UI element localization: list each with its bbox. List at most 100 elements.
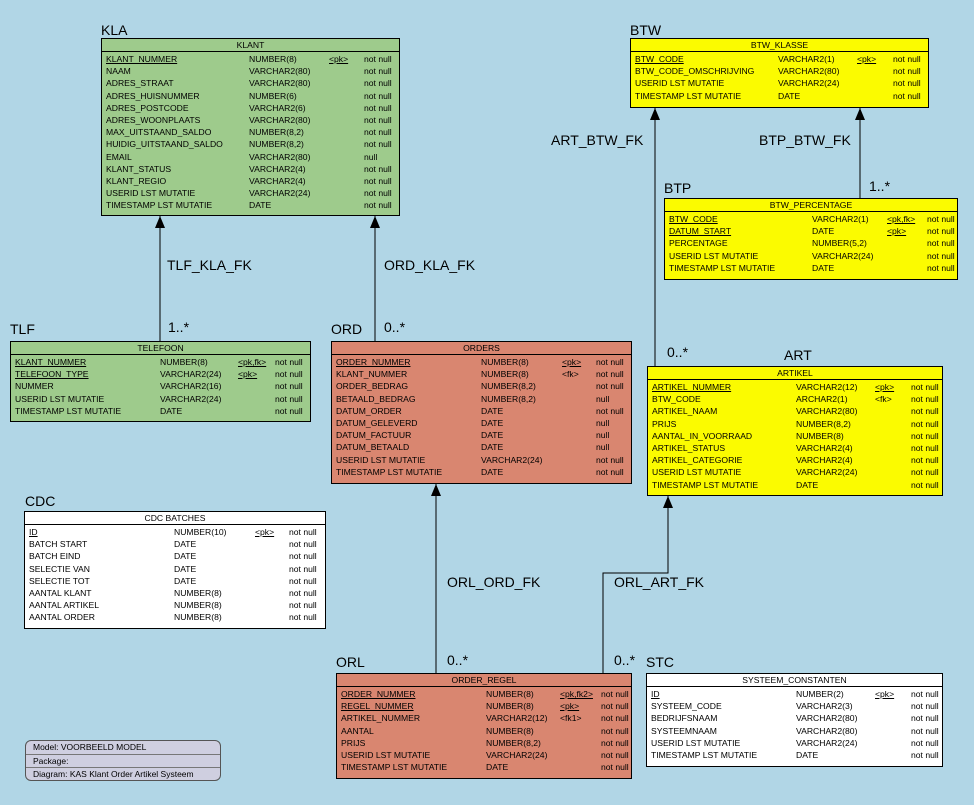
btw-table-header: BTW_KLASSE bbox=[631, 39, 928, 52]
cdc-entity-table[interactable]: CDC BATCHES ID NUMBER(10) <pk> not null BATC… bbox=[24, 511, 326, 629]
attribute-type: DATE bbox=[812, 262, 835, 273]
attribute-row: TELEFOON_TYPE VARCHAR2(24) <pk> not null bbox=[13, 368, 310, 380]
attribute-nullability: null bbox=[364, 151, 378, 162]
ord-entity-table[interactable]: ORDERS ORDER_NUMMER NUMBER(8) <pk> not null… bbox=[331, 341, 632, 484]
attribute-type: VARCHAR2(24) bbox=[481, 454, 543, 465]
btw-entity-table[interactable]: BTW_KLASSE BTW_CODE VARCHAR2(1) <pk> not nu… bbox=[630, 38, 929, 108]
attribute-type: ARCHAR2(1) bbox=[796, 394, 848, 405]
attribute-row: KLANT_NUMMER NUMBER(8) <pk> not null bbox=[104, 53, 399, 65]
attribute-row: ID NUMBER(10) <pk> not null bbox=[27, 526, 325, 538]
attribute-name: BATCH START bbox=[29, 539, 88, 550]
attribute-name: USERID LST MUTATIE bbox=[669, 250, 759, 261]
orl-entity-table[interactable]: ORDER_REGEL ORDER_NUMMER NUMBER(8) <pk,fk2… bbox=[336, 673, 632, 779]
attribute-name: SYSTEEM_CODE bbox=[651, 701, 722, 712]
attribute-name: BTW_CODE bbox=[635, 54, 684, 64]
attribute-type: NUMBER(8,2) bbox=[481, 393, 536, 404]
attribute-name: USERID LST MUTATIE bbox=[652, 467, 742, 478]
attribute-row: ORDER_BEDRAG NUMBER(8,2) not null bbox=[334, 380, 631, 392]
kla-entity-table[interactable]: KLANT KLANT_NUMMER NUMBER(8) <pk> not null N… bbox=[101, 38, 400, 216]
attribute-name: KLANT_NUMMER bbox=[15, 357, 87, 367]
attribute-name: DATUM_ORDER bbox=[336, 405, 402, 416]
kla-entity-code: KLA bbox=[101, 22, 128, 38]
attribute-name: BATCH EIND bbox=[29, 551, 81, 562]
attribute-type: DATE bbox=[481, 405, 504, 416]
attribute-row: PRIJS NUMBER(8,2) not null bbox=[650, 418, 942, 430]
tlf-entity-table[interactable]: TELEFOON KLANT_NUMMER NUMBER(8) <pk,fk> not… bbox=[10, 341, 311, 422]
art-entity-table[interactable]: ARTIKEL ARTIKEL_NUMMER VARCHAR2(12) <pk> no… bbox=[647, 366, 943, 496]
attribute-name: TIMESTAMP LST MUTATIE bbox=[341, 762, 448, 773]
attribute-type: VARCHAR2(24) bbox=[160, 369, 222, 380]
attribute-nullability: not null bbox=[911, 749, 939, 760]
attribute-nullability: not null bbox=[289, 539, 317, 550]
attribute-name: USERID LST MUTATIE bbox=[15, 393, 105, 404]
attribute-row: PERCENTAGE NUMBER(5,2) not null bbox=[667, 237, 957, 249]
orl-ord-multiplicity: 0..* bbox=[447, 652, 469, 668]
attribute-nullability: not null bbox=[596, 454, 624, 465]
attribute-type: VARCHAR2(24) bbox=[778, 78, 840, 89]
attribute-key: <fk> bbox=[875, 394, 892, 405]
attribute-row: AANTAL NUMBER(8) not null bbox=[339, 725, 631, 737]
attribute-nullability: not null bbox=[911, 713, 939, 724]
attribute-nullability: null bbox=[596, 430, 610, 441]
attribute-nullability: not null bbox=[364, 139, 392, 150]
attribute-type: VARCHAR2(4) bbox=[249, 175, 306, 186]
attribute-name: USERID LST MUTATIE bbox=[651, 737, 741, 748]
attribute-nullability: not null bbox=[601, 701, 629, 712]
attribute-type: DATE bbox=[796, 749, 819, 760]
stc-entity-table[interactable]: SYSTEEM_CONSTANTEN ID NUMBER(2) <pk> not nu… bbox=[646, 673, 943, 767]
attribute-row: USERID LST MUTATIE VARCHAR2(24) not null bbox=[339, 749, 631, 761]
attribute-nullability: not null bbox=[601, 689, 629, 699]
attribute-name: NAAM bbox=[106, 66, 131, 77]
attribute-row: BETAALD_BEDRAG NUMBER(8,2) null bbox=[334, 393, 631, 405]
attribute-row: BTW_CODE VARCHAR2(1) <pk> not null bbox=[633, 53, 928, 65]
attribute-nullability: null bbox=[596, 442, 610, 453]
btp-entity-table[interactable]: BTW_PERCENTAGE BTW_CODE VARCHAR2(1) <pk,fk… bbox=[664, 198, 958, 280]
attribute-row: DATUM_START DATE <pk> not null bbox=[667, 225, 957, 237]
attribute-type: NUMBER(8) bbox=[796, 430, 844, 441]
attribute-type: VARCHAR2(80) bbox=[778, 66, 840, 77]
legend-model: Model: VOORBEELD MODEL bbox=[26, 741, 220, 755]
attribute-nullability: not null bbox=[601, 713, 629, 724]
attribute-type: VARCHAR2(4) bbox=[796, 442, 853, 453]
attribute-name: USERID LST MUTATIE bbox=[341, 749, 431, 760]
attribute-nullability: not null bbox=[927, 250, 955, 261]
attribute-row: BATCH START DATE not null bbox=[27, 538, 325, 550]
attribute-row: NUMMER VARCHAR2(16) not null bbox=[13, 380, 310, 392]
attribute-row: TIMESTAMP LST MUTATIE DATE not null bbox=[104, 199, 399, 211]
tlf-kla-fk-label: TLF_KLA_FK bbox=[167, 257, 252, 273]
attribute-name: SELECTIE VAN bbox=[29, 563, 90, 574]
attribute-type: DATE bbox=[481, 417, 504, 428]
attribute-key: <pk> bbox=[875, 689, 895, 699]
orl-entity-code: ORL bbox=[336, 654, 365, 670]
attribute-type: DATE bbox=[481, 442, 504, 453]
attribute-name: BTW_CODE bbox=[669, 214, 718, 224]
attribute-row: AANTAL KLANT NUMBER(8) not null bbox=[27, 587, 325, 599]
attribute-name: ORDER_NUMMER bbox=[341, 689, 416, 699]
attribute-nullability: not null bbox=[893, 54, 921, 64]
attribute-type: DATE bbox=[174, 563, 197, 574]
attribute-name: KLANT_NUMMER bbox=[106, 54, 178, 64]
attribute-key: <fk> bbox=[562, 369, 579, 380]
attribute-nullability: not null bbox=[275, 393, 303, 404]
attribute-type: DATE bbox=[486, 762, 509, 773]
attribute-row: KLANT_STATUS VARCHAR2(4) not null bbox=[104, 163, 399, 175]
attribute-key: <pk> bbox=[857, 54, 877, 64]
attribute-nullability: not null bbox=[911, 455, 939, 466]
attribute-row: ORDER_NUMMER NUMBER(8) <pk,fk2> not null bbox=[339, 688, 631, 700]
stc-table-header: SYSTEEM_CONSTANTEN bbox=[647, 674, 942, 687]
art-btw-arrow bbox=[650, 108, 660, 120]
attribute-row: TIMESTAMP LST MUTATIE DATE not null bbox=[649, 749, 942, 761]
attribute-row: ADRES_STRAAT VARCHAR2(80) not null bbox=[104, 77, 399, 89]
attribute-type: VARCHAR2(4) bbox=[796, 455, 853, 466]
attribute-type: VARCHAR2(6) bbox=[249, 102, 306, 113]
attribute-type: VARCHAR2(80) bbox=[796, 713, 858, 724]
art-entity-code: ART bbox=[784, 347, 812, 363]
attribute-row: TIMESTAMP LST MUTATIE DATE not null bbox=[633, 90, 928, 102]
attribute-nullability: not null bbox=[927, 238, 955, 249]
attribute-nullability: not null bbox=[911, 406, 939, 417]
attribute-row: BTW_CODE ARCHAR2(1) <fk> not null bbox=[650, 393, 942, 405]
attribute-type: DATE bbox=[481, 466, 504, 477]
tlf-entity-code: TLF bbox=[10, 321, 35, 337]
attribute-type: VARCHAR2(3) bbox=[796, 701, 853, 712]
